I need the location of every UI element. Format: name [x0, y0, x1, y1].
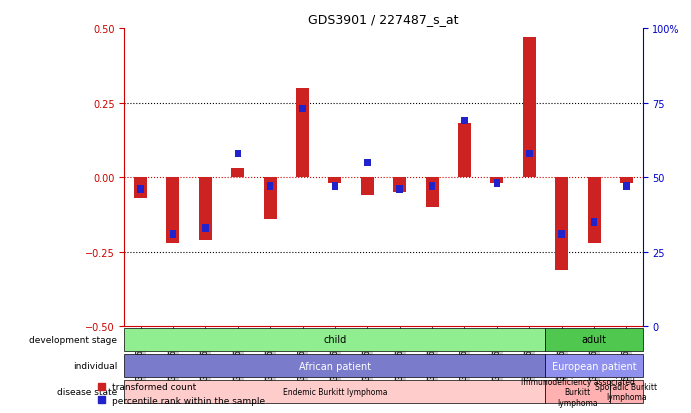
- Bar: [620, 178, 633, 184]
- Title: GDS3901 / 227487_s_at: GDS3901 / 227487_s_at: [308, 13, 459, 26]
- Bar: [462, 117, 468, 125]
- Text: European patient: European patient: [551, 361, 636, 370]
- Text: individual: individual: [73, 361, 117, 370]
- Bar: [124, 380, 545, 404]
- Bar: [545, 354, 643, 377]
- Bar: [493, 180, 500, 188]
- Bar: [364, 159, 370, 166]
- Bar: [397, 186, 403, 193]
- Bar: [170, 230, 176, 238]
- Text: Immunodeficiency associated
Burkitt
lymphoma: Immunodeficiency associated Burkitt lymp…: [521, 377, 635, 406]
- Legend: transformed count, percentile rank within the sample: transformed count, percentile rank withi…: [95, 379, 269, 408]
- Bar: [267, 183, 274, 190]
- Bar: [299, 106, 305, 113]
- Bar: [138, 186, 144, 193]
- Bar: [234, 150, 241, 158]
- Bar: [558, 230, 565, 238]
- Bar: [545, 328, 643, 351]
- Text: disease state: disease state: [57, 387, 117, 396]
- Bar: [199, 178, 212, 240]
- Text: adult: adult: [582, 335, 607, 344]
- Bar: [523, 38, 536, 178]
- Bar: [264, 178, 276, 219]
- Bar: [623, 183, 630, 190]
- Bar: [426, 178, 439, 207]
- Bar: [231, 169, 244, 178]
- Bar: [458, 124, 471, 178]
- Bar: [134, 178, 147, 199]
- Bar: [332, 183, 338, 190]
- Bar: [393, 178, 406, 192]
- Bar: [124, 354, 545, 377]
- Bar: [429, 183, 435, 190]
- Bar: [361, 178, 374, 196]
- Bar: [296, 88, 309, 178]
- Bar: [526, 150, 533, 158]
- Bar: [124, 328, 545, 351]
- Bar: [491, 178, 503, 184]
- Text: Endemic Burkitt lymphoma: Endemic Burkitt lymphoma: [283, 387, 387, 396]
- Bar: [202, 225, 209, 232]
- Bar: [587, 178, 600, 243]
- Text: development stage: development stage: [30, 335, 117, 344]
- Bar: [167, 178, 180, 243]
- Bar: [610, 380, 643, 404]
- Text: African patient: African patient: [299, 361, 371, 370]
- Text: child: child: [323, 335, 347, 344]
- Bar: [545, 380, 610, 404]
- Bar: [555, 178, 568, 270]
- Bar: [591, 219, 597, 226]
- Bar: [328, 178, 341, 184]
- Text: Sporadic Burkitt
lymphoma: Sporadic Burkitt lymphoma: [596, 382, 658, 401]
